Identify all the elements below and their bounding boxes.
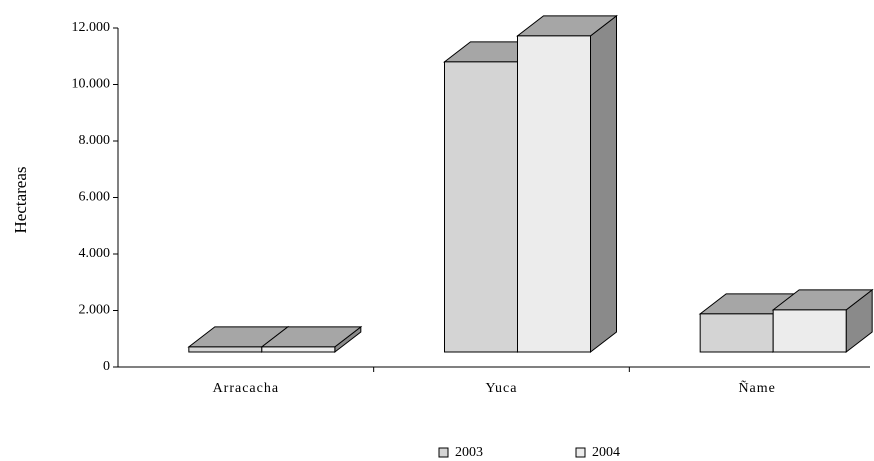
- y-axis-label: Hectareas: [11, 166, 30, 233]
- y-tick-label: 8.000: [79, 133, 111, 148]
- bar: [261, 346, 336, 353]
- y-tick-label: 10.000: [72, 77, 111, 92]
- y-tick-label: 6.000: [79, 190, 111, 205]
- legend-swatch: [575, 447, 586, 458]
- y-tick-label: 4.000: [79, 246, 111, 261]
- legend-swatch: [438, 447, 449, 458]
- bar: [517, 35, 591, 353]
- x-tick-label: Ñame: [738, 380, 775, 396]
- bar-side: [590, 14, 617, 354]
- bar: [772, 309, 847, 353]
- bar: [699, 313, 774, 353]
- y-tick-label: 0: [103, 359, 110, 374]
- legend-label: 2003: [455, 445, 483, 460]
- x-tick-label: Yuca: [486, 381, 518, 396]
- bar: [444, 61, 518, 353]
- y-tick-label: 2.000: [79, 303, 111, 318]
- x-tick-label: Arracacha: [213, 381, 280, 396]
- legend-label: 2004: [592, 445, 620, 460]
- y-tick-label: 12.000: [72, 20, 111, 35]
- bar: [188, 346, 263, 353]
